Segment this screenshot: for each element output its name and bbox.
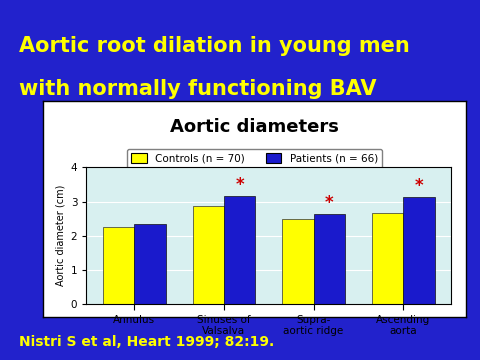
Text: Nistri S et al, Heart 1999; 82:19.: Nistri S et al, Heart 1999; 82:19.	[19, 335, 275, 349]
Bar	[192, 206, 224, 304]
Text: *: *	[235, 176, 244, 194]
Bar	[403, 198, 434, 304]
Bar	[313, 213, 345, 304]
Text: with normally functioning BAV: with normally functioning BAV	[19, 79, 377, 99]
Text: Aortic diameters: Aortic diameters	[170, 118, 339, 136]
Text: *: *	[415, 177, 423, 195]
Bar	[372, 212, 403, 304]
Bar	[103, 226, 134, 304]
Y-axis label: Aortic diameter (cm): Aortic diameter (cm)	[55, 185, 65, 287]
Bar	[134, 224, 166, 304]
Bar	[224, 197, 255, 304]
Legend: Controls (n = 70), Patients (n = 66): Controls (n = 70), Patients (n = 66)	[127, 149, 382, 168]
Text: Aortic root dilation in young men: Aortic root dilation in young men	[19, 36, 410, 56]
Bar	[282, 219, 313, 304]
Text: *: *	[325, 194, 334, 212]
